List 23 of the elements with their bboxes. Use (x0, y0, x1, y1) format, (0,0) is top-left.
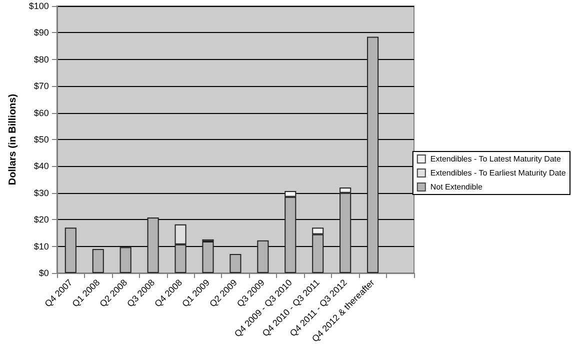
y-tick-label: $40 (34, 161, 49, 172)
y-tick-label: $30 (34, 188, 49, 198)
y-tick-label: $100 (28, 1, 49, 11)
bar (257, 240, 269, 273)
y-axis-title: Dollars (in Billions) (8, 94, 18, 186)
y-tick-label: $10 (34, 241, 49, 252)
legend-label: Extendibles - To Latest Maturity Date (430, 154, 562, 164)
y-tick-label: $20 (34, 214, 49, 225)
bar (202, 241, 214, 273)
legend-label: Not Extendible (430, 182, 483, 192)
bar (64, 228, 76, 273)
bar (120, 247, 132, 273)
y-tick-label: $90 (34, 28, 49, 38)
legend-label: Extendibles - To Earliest Maturity Date (430, 168, 566, 178)
y-tick-label: $60 (34, 108, 49, 118)
bar (230, 254, 242, 273)
y-tick-label: $50 (34, 134, 49, 144)
bar (367, 36, 379, 273)
bar (92, 248, 104, 273)
y-tick-label: $80 (34, 54, 49, 64)
bar (147, 217, 159, 273)
y-tick-label: $70 (34, 81, 49, 92)
y-tick-label: $0 (38, 268, 49, 278)
